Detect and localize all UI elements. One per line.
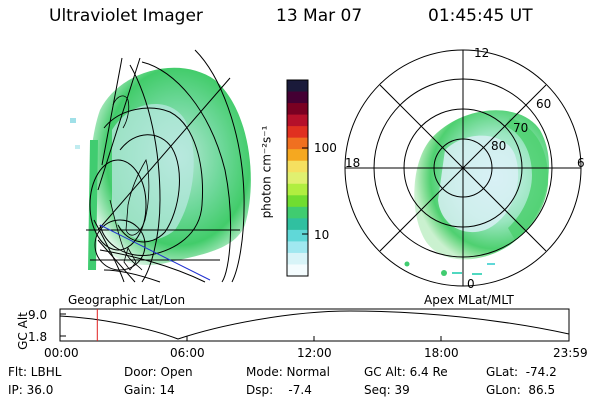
info-ip: IP: 36.0 — [8, 383, 54, 397]
mlat-label-70: 70 — [513, 121, 529, 135]
colorbar-swatch — [287, 160, 308, 173]
colorbar-swatch — [287, 149, 308, 162]
info-door: Door: Open — [124, 365, 193, 379]
timeline-ytick-1: 1.8 — [28, 330, 48, 344]
info-mode: Mode: Normal — [246, 365, 330, 379]
mlt-label-0: 0 — [467, 277, 475, 291]
altitude-curve — [59, 310, 570, 340]
colorbar-swatch — [287, 183, 308, 196]
colorbar-swatch — [287, 137, 308, 150]
polar-grid — [344, 49, 582, 287]
geographic-caption: Geographic Lat/Lon — [68, 293, 186, 307]
colorbar-swatch — [287, 103, 308, 116]
colorbar-swatch — [287, 252, 308, 265]
timeline-xtick-4: 23:59 — [553, 346, 588, 360]
timeline-ytick-9: 9.0 — [28, 308, 48, 322]
colorbar-swatch — [287, 206, 308, 219]
info-dsp: Dsp: -7.4 — [246, 383, 312, 397]
polar-specks — [404, 261, 495, 276]
mlt-label-12: 12 — [474, 46, 490, 60]
info-seq: Seq: 39 — [364, 383, 410, 397]
geographic-image — [70, 67, 251, 270]
info-filter: Flt: LBHL — [8, 365, 62, 379]
instrument-title: Ultraviolet Imager — [49, 6, 203, 26]
date-label: 13 Mar 07 — [276, 6, 363, 26]
time-label: 01:45:45 UT — [428, 6, 533, 26]
mlt-label-6: 6 — [577, 156, 585, 170]
info-gain: Gain: 14 — [124, 383, 175, 397]
colorbar-swatch — [287, 172, 308, 185]
colorbar-unit: photon cm⁻²s⁻¹ — [259, 125, 274, 219]
colorbar-swatch — [287, 241, 308, 254]
colorbar — [287, 80, 308, 277]
info-glat: GLat: -74.2 — [486, 365, 557, 379]
geographic-grid — [86, 49, 245, 283]
colorbar-swatch — [287, 91, 308, 104]
mlt-label-18: 18 — [345, 156, 361, 170]
timeline-xtick-1: 06:00 — [170, 346, 205, 360]
colorbar-swatch — [287, 264, 308, 277]
colorbar-tick-10: 10 — [314, 228, 330, 242]
timeline-xtick-0: 00:00 — [44, 346, 79, 360]
colorbar-swatch — [287, 126, 308, 139]
colorbar-swatch — [287, 218, 308, 231]
info-gc-alt: GC Alt: 6.4 Re — [364, 365, 448, 379]
info-glon: GLon: 86.5 — [486, 383, 556, 397]
mlat-label-80: 80 — [491, 139, 507, 153]
colorbar-frame — [286, 79, 309, 277]
colorbar-swatch — [287, 80, 308, 93]
terminator-line — [99, 224, 211, 281]
timeline-ticks — [60, 313, 442, 341]
colorbar-tick-100: 100 — [314, 141, 337, 155]
apex-caption: Apex MLat/MLT — [424, 293, 514, 307]
timeline-xtick-3: 18:00 — [424, 346, 459, 360]
colorbar-swatch — [287, 195, 308, 208]
polar-image — [414, 110, 549, 260]
colorbar-swatch — [287, 229, 308, 242]
timeline-xtick-2: 12:00 — [297, 346, 332, 360]
mlat-label-60: 60 — [536, 97, 552, 111]
colorbar-swatch — [287, 114, 308, 127]
